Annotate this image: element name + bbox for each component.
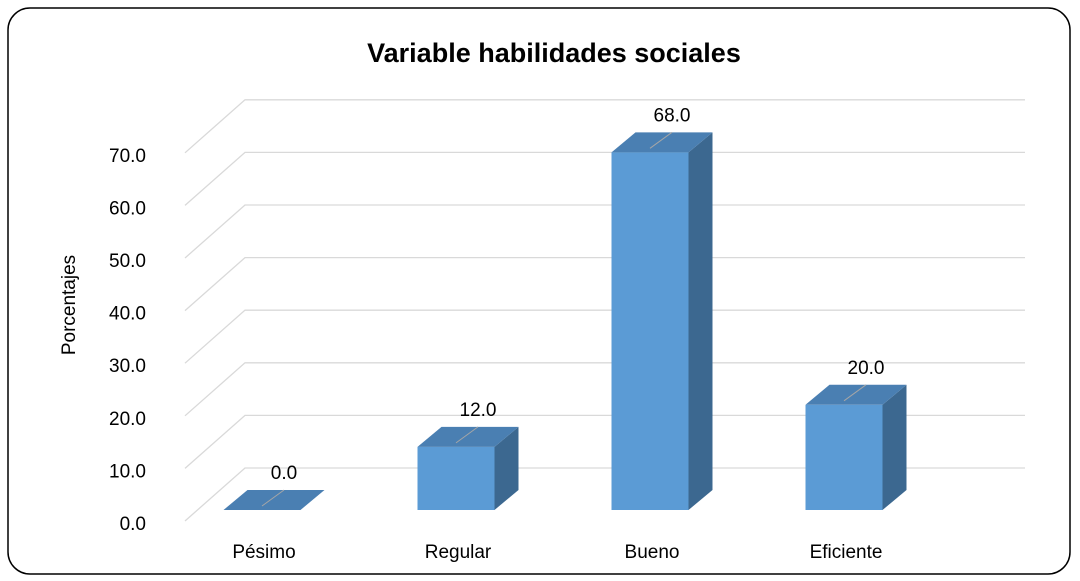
x-tick-label: Pésimo: [232, 542, 295, 563]
y-tick-label: 70.0: [109, 146, 146, 167]
bar-side: [688, 132, 713, 510]
label-leader: [843, 384, 867, 402]
bar-top: [805, 384, 907, 405]
y-axis-label: Porcentajes: [59, 255, 80, 355]
label-leader: [649, 131, 673, 149]
label-leader: [455, 426, 479, 444]
data-label: 20.0: [848, 358, 885, 379]
grid-line: [184, 204, 1025, 259]
y-tick-label: 20.0: [109, 409, 146, 430]
grid-line: [184, 362, 1025, 417]
y-tick-label: 40.0: [109, 304, 146, 325]
bar-front: [417, 446, 495, 510]
chart-border: [7, 7, 1071, 575]
grid-line: [184, 256, 1025, 312]
x-tick-label: Bueno: [625, 542, 680, 563]
x-tick-label: Regular: [425, 542, 492, 563]
y-tick-label: 30.0: [109, 356, 146, 377]
bar-top: [611, 132, 713, 153]
label-leader: [261, 489, 285, 507]
bar-side: [882, 384, 907, 510]
bar-top: [417, 426, 519, 447]
y-tick-label: 0.0: [120, 514, 146, 535]
x-tick-label: Eficiente: [810, 542, 883, 563]
data-label: 68.0: [654, 105, 691, 126]
grid-line: [184, 414, 1025, 469]
grid-line: [184, 151, 1025, 206]
y-tick-label: 50.0: [109, 251, 146, 272]
chart-title: Variable habilidades sociales: [367, 38, 741, 68]
y-tick-label: 10.0: [109, 461, 146, 482]
y-tick-label: 60.0: [109, 198, 146, 219]
data-label: 12.0: [460, 400, 497, 421]
bar-side: [494, 426, 519, 510]
bar-top: [223, 490, 325, 510]
grid-line: [184, 99, 1025, 154]
bar-front: [611, 152, 689, 510]
bar-front: [805, 404, 883, 510]
data-label: 0.0: [271, 463, 297, 484]
grid-line: [184, 309, 1025, 364]
grid-line: [184, 467, 1025, 522]
